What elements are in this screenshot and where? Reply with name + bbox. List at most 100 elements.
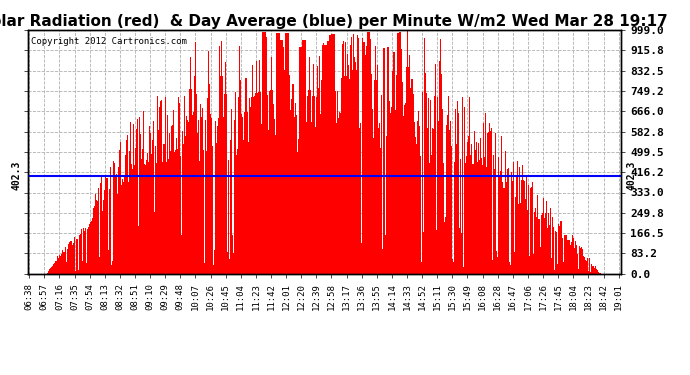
Bar [523, 180, 524, 274]
Bar [597, 270, 598, 274]
Bar [302, 40, 303, 274]
Bar [170, 151, 171, 274]
Bar [103, 176, 104, 274]
Bar [144, 164, 145, 274]
Bar [387, 47, 388, 274]
Bar [83, 229, 84, 274]
Bar [190, 57, 191, 274]
Bar [324, 45, 325, 274]
Bar [500, 171, 501, 274]
Bar [55, 261, 56, 274]
Bar [321, 80, 322, 274]
Bar [356, 70, 357, 274]
Bar [47, 273, 48, 274]
Bar [504, 169, 505, 274]
Bar [287, 33, 288, 274]
Bar [264, 32, 265, 274]
Bar [225, 62, 226, 274]
Bar [153, 95, 155, 274]
Bar [549, 225, 550, 274]
Bar [447, 115, 448, 274]
Bar [449, 130, 450, 274]
Bar [539, 219, 540, 274]
Bar [355, 62, 356, 274]
Bar [451, 146, 452, 274]
Bar [249, 98, 250, 274]
Bar [71, 242, 72, 274]
Bar [247, 112, 248, 274]
Bar [487, 133, 488, 274]
Bar [121, 178, 123, 274]
Bar [362, 38, 363, 274]
Bar [482, 165, 483, 274]
Bar [282, 40, 283, 274]
Bar [119, 150, 120, 274]
Bar [258, 92, 259, 274]
Bar [505, 151, 506, 274]
Bar [418, 111, 419, 274]
Bar [440, 39, 441, 274]
Bar [388, 47, 389, 274]
Bar [165, 155, 166, 274]
Bar [446, 119, 447, 274]
Bar [363, 42, 364, 274]
Bar [370, 32, 371, 274]
Bar [310, 122, 312, 274]
Bar [253, 97, 254, 274]
Bar [260, 92, 261, 274]
Bar [473, 135, 475, 274]
Bar [62, 250, 63, 274]
Bar [486, 167, 487, 274]
Bar [296, 244, 297, 274]
Bar [299, 47, 300, 274]
Bar [412, 44, 413, 274]
Bar [146, 160, 147, 274]
Bar [250, 107, 251, 274]
Bar [193, 112, 194, 274]
Bar [56, 261, 57, 274]
Bar [513, 162, 514, 274]
Bar [347, 54, 348, 274]
Bar [377, 97, 378, 274]
Bar [444, 222, 445, 274]
Bar [545, 213, 546, 274]
Bar [116, 174, 117, 274]
Bar [330, 35, 331, 274]
Bar [551, 258, 552, 274]
Bar [87, 230, 88, 274]
Bar [171, 126, 172, 274]
Bar [421, 262, 422, 274]
Bar [502, 182, 503, 274]
Bar [561, 220, 562, 274]
Bar [70, 241, 71, 274]
Bar [78, 270, 79, 274]
Bar [452, 259, 453, 274]
Bar [531, 187, 533, 274]
Bar [176, 138, 177, 274]
Bar [514, 252, 515, 274]
Bar [357, 39, 359, 274]
Bar [441, 74, 442, 274]
Bar [463, 267, 464, 274]
Bar [408, 88, 409, 274]
Bar [111, 265, 112, 274]
Bar [338, 118, 339, 274]
Bar [495, 133, 496, 274]
Bar [157, 96, 158, 274]
Bar [543, 198, 544, 274]
Bar [553, 227, 554, 274]
Bar [433, 129, 434, 274]
Text: 402.3: 402.3 [12, 161, 21, 190]
Bar [422, 92, 423, 274]
Bar [434, 96, 435, 274]
Bar [572, 235, 573, 274]
Bar [393, 52, 394, 274]
Bar [303, 40, 304, 274]
Bar [591, 264, 592, 274]
Bar [469, 97, 470, 274]
Bar [468, 135, 469, 274]
Bar [575, 241, 576, 274]
Bar [535, 204, 536, 274]
Bar [435, 96, 436, 274]
Bar [382, 249, 383, 274]
